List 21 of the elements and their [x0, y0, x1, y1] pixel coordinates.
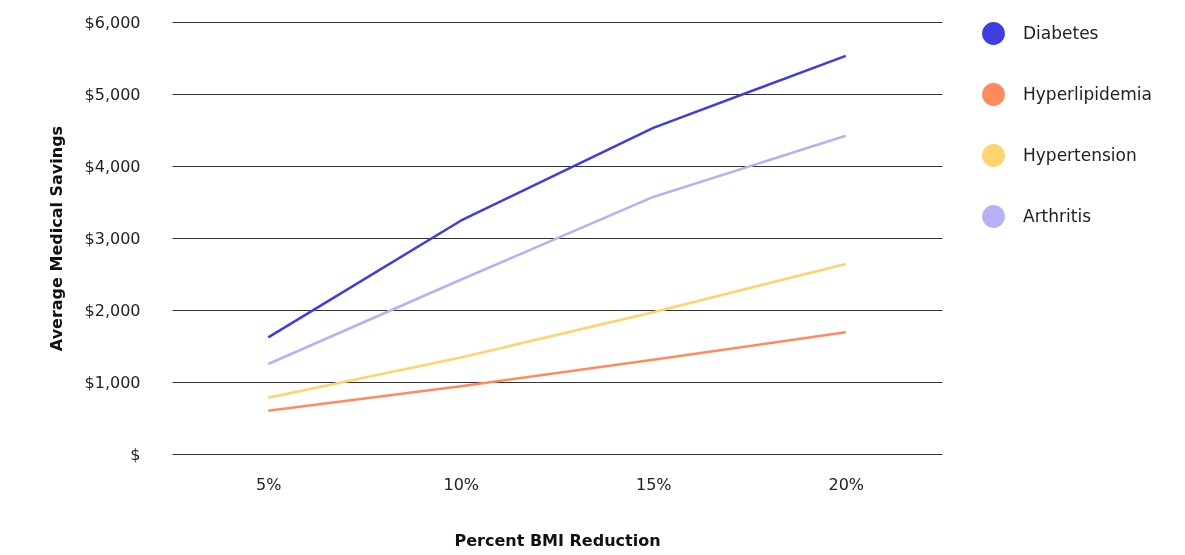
x-tick-label: 10%	[443, 474, 480, 494]
legend-label: Arthritis	[1023, 205, 1092, 226]
y-tick-label: $3,000	[84, 228, 141, 248]
y-tick-label: $1,000	[84, 372, 141, 392]
legend-label: Hyperlipidemia	[1023, 83, 1152, 104]
y-axis-title: Average Medical Savings	[46, 125, 66, 352]
y-tick-label: $5,000	[84, 84, 141, 104]
line-series	[267, 331, 847, 413]
y-tick-label: $2,000	[84, 300, 141, 320]
x-tick-label: 15%	[635, 474, 672, 494]
y-tick-label: $	[130, 444, 141, 464]
legend-label: Diabetes	[1023, 22, 1099, 43]
x-axis-title: Percent BMI Reduction	[454, 530, 661, 550]
x-tick-label: 20%	[828, 474, 865, 494]
y-tick-label: $6,000	[84, 12, 141, 32]
line-series	[267, 54, 847, 339]
x-tick-label: 5%	[256, 474, 282, 494]
line-series	[267, 262, 847, 400]
legend-label: Hypertension	[1023, 144, 1137, 165]
y-tick-label: $4,000	[84, 156, 141, 176]
line-series	[267, 134, 847, 366]
